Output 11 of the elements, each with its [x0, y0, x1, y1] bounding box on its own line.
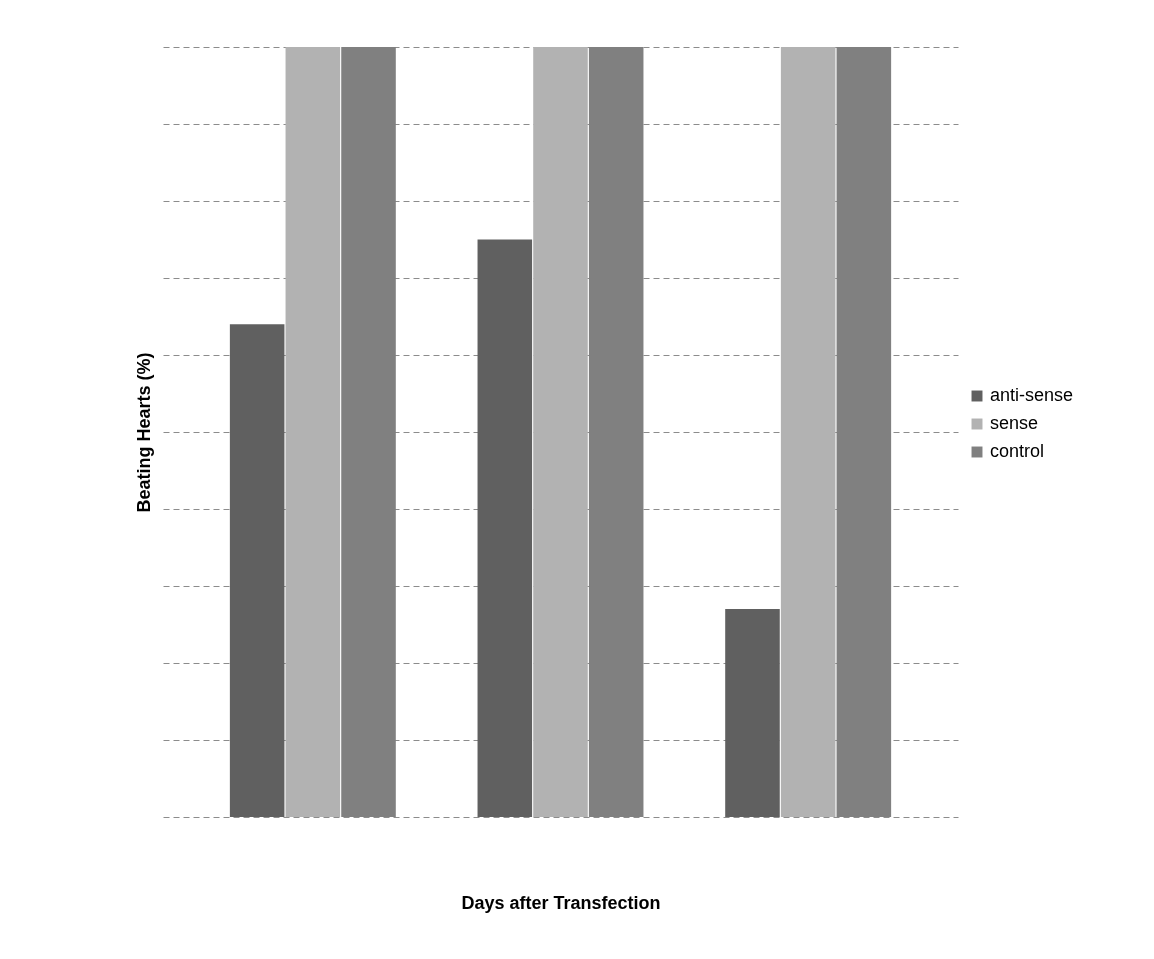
y-axis-title: Beating Hearts (%)	[133, 352, 154, 513]
bar	[477, 239, 533, 817]
bar	[285, 47, 341, 817]
legend-label: anti-sense	[990, 385, 1074, 405]
bar	[725, 609, 780, 817]
bar	[229, 324, 285, 817]
bar	[780, 47, 836, 817]
x-axis-title: Days after Transfection	[461, 892, 661, 913]
bar	[533, 47, 588, 817]
legend-label: sense	[990, 413, 1039, 433]
legend-label: control	[990, 441, 1045, 461]
